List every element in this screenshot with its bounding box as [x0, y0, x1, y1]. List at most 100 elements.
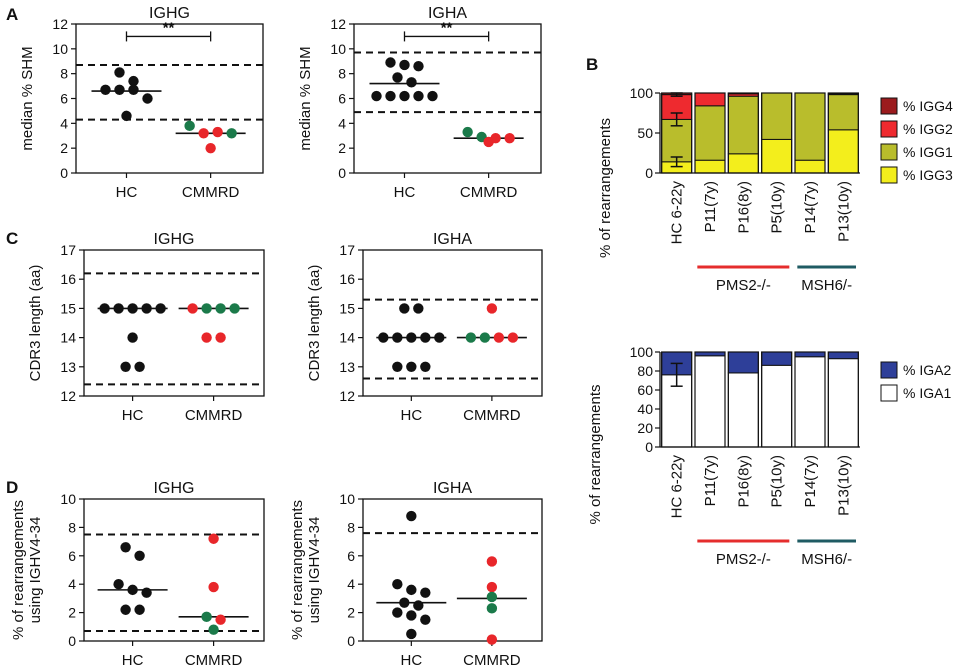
- bar-segment: [794, 159, 826, 174]
- plot-title: IGHA: [428, 5, 467, 22]
- data-point: [385, 57, 396, 68]
- y-tick-label: 2: [60, 140, 68, 156]
- x-category-label: P5(10y): [769, 455, 786, 508]
- scatter-a-ighg: IGHG 0 2 4 6 8 10 12 median % SHM HC CMMRD **: [19, 5, 264, 201]
- data-point: [486, 591, 498, 603]
- x-category-label: HC: [394, 184, 416, 201]
- legend-swatch: [880, 166, 898, 184]
- panel-letter-c: C: [6, 229, 18, 248]
- data-point: [121, 110, 132, 122]
- panel-letter-d: D: [6, 478, 18, 497]
- legend-swatch: [880, 361, 898, 379]
- group-label: MSH6/-: [801, 277, 852, 294]
- data-point: [392, 72, 403, 83]
- y-tick-label: 40: [637, 401, 653, 417]
- bar-segment: [794, 351, 826, 358]
- data-point: [507, 332, 519, 343]
- y-tick-label: 14: [60, 330, 76, 346]
- data-point: [113, 579, 124, 590]
- y-tick-label: 4: [347, 576, 355, 592]
- data-point: [462, 126, 473, 138]
- bar-segment: [761, 364, 793, 448]
- data-point: [134, 361, 145, 372]
- stacked-bar-b-iga: HC 6-22y P11(7y) P16(8y) P5(10y) P14(7y) P13(…: [587, 344, 951, 568]
- data-point: [486, 634, 498, 645]
- bar-segment: [794, 92, 826, 161]
- y-tick-label: 8: [60, 66, 68, 82]
- plot-title: IGHG: [149, 5, 190, 22]
- group-label: PMS2-/-: [716, 551, 771, 568]
- x-category-label: HC: [400, 407, 422, 424]
- y-tick-label: 0: [347, 633, 355, 649]
- x-category-label: P14(7y): [802, 455, 819, 508]
- data-point: [399, 303, 410, 314]
- x-category-label: CMMRD: [182, 184, 240, 201]
- y-tick-label: 2: [68, 605, 76, 621]
- y-tick-label: 2: [338, 140, 346, 156]
- y-tick-label: 8: [347, 519, 355, 535]
- y-tick-label: 2: [347, 605, 355, 621]
- y-tick-label: 0: [645, 165, 653, 181]
- plot-title: IGHG: [154, 231, 195, 248]
- bar-segment: [761, 351, 793, 366]
- scatter-c-ighg: IGHG 12 13 14 15 16 17 CDR3 length (aa) HC CMMRD: [27, 231, 265, 424]
- y-tick-label: 14: [339, 330, 355, 346]
- data-point: [205, 142, 216, 154]
- x-category-label: HC: [400, 652, 422, 669]
- y-tick-label: 80: [637, 363, 653, 379]
- y-tick-label: 20: [637, 420, 653, 436]
- data-point: [406, 510, 417, 522]
- data-point: [201, 303, 212, 314]
- y-tick-label: 0: [338, 165, 346, 181]
- data-point: [392, 579, 403, 590]
- y-tick-label: 15: [339, 300, 355, 316]
- x-category-label: CMMRD: [185, 652, 243, 669]
- data-point: [420, 587, 431, 598]
- y-tick-label: 10: [339, 491, 355, 507]
- x-category-label: P5(10y): [769, 181, 786, 234]
- y-tick-label: 6: [60, 91, 68, 107]
- y-axis-label: % of rearrangements: [289, 500, 306, 640]
- data-point: [413, 61, 424, 72]
- plot-title: IGHA: [433, 480, 472, 497]
- data-point: [420, 361, 431, 372]
- data-point: [128, 84, 139, 96]
- legend-label: % IGG4: [903, 98, 953, 114]
- y-tick-label: 6: [68, 548, 76, 564]
- data-point: [229, 303, 240, 314]
- data-point: [406, 584, 417, 596]
- data-point: [427, 90, 438, 102]
- y-tick-label: 12: [52, 16, 68, 32]
- data-point: [127, 584, 138, 596]
- bar-segment: [727, 153, 759, 174]
- data-point: [504, 133, 515, 144]
- x-category-label: P13(10y): [835, 455, 852, 516]
- data-point: [486, 603, 498, 614]
- y-tick-label: 15: [60, 300, 76, 316]
- y-tick-label: 10: [52, 41, 68, 57]
- data-point: [434, 332, 445, 343]
- data-point: [141, 587, 152, 598]
- bar-segment: [727, 95, 759, 155]
- bar-segment: [761, 138, 793, 174]
- y-tick-label: 17: [60, 242, 76, 258]
- x-category-label: CMMRD: [463, 652, 521, 669]
- y-tick-label: 12: [330, 16, 346, 32]
- panel-letter-b: B: [586, 55, 598, 74]
- scatter-d-ighg: IGHG 0 2 4 6 8 10 % of rearrangements using IGHV…: [10, 480, 265, 669]
- group-label: PMS2-/-: [716, 277, 771, 294]
- y-axis-label: % of rearrangements: [587, 384, 604, 524]
- data-point: [198, 128, 209, 139]
- data-point: [406, 77, 417, 88]
- y-tick-label: 4: [68, 576, 76, 592]
- bar-segment: [827, 351, 859, 360]
- y-axis-label: CDR3 length (aa): [306, 265, 323, 382]
- data-point: [100, 84, 111, 96]
- group-label: MSH6/-: [801, 551, 852, 568]
- y-tick-label: 0: [68, 633, 76, 649]
- data-point: [127, 303, 138, 314]
- data-point: [201, 332, 212, 343]
- y-tick-label: 4: [60, 115, 68, 131]
- data-point: [201, 611, 212, 623]
